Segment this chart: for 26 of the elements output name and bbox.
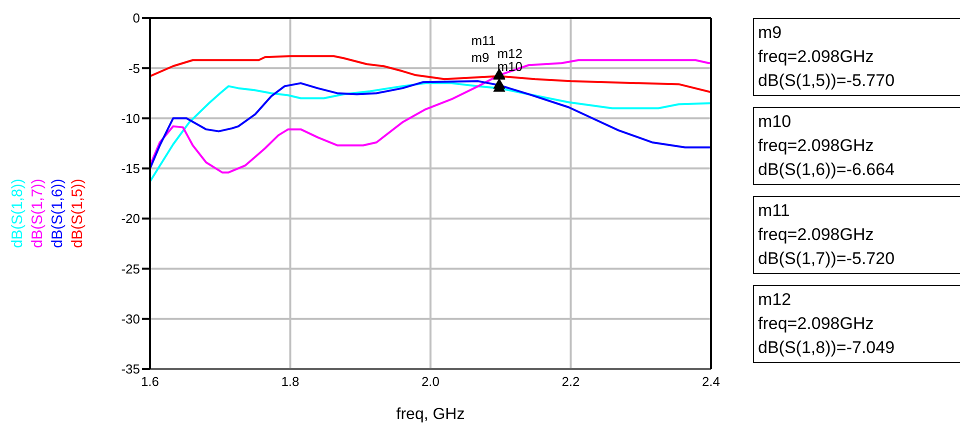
y-tick-label: -10	[121, 110, 140, 126]
text: dB(S(1,8))	[8, 178, 27, 248]
data-label: m10	[497, 59, 523, 74]
text: m9 freq=2.098GHz dB(S(1,5))=-5.770	[753, 18, 960, 96]
text: dB(S(1,6))	[48, 178, 67, 248]
y-tick-label: -35	[121, 362, 140, 377]
text: m10 freq=2.098GHz dB(S(1,6))=-6.664	[753, 107, 960, 185]
x-tick-label: 1.8	[281, 374, 300, 390]
text: dB(S(1,7))	[28, 178, 47, 248]
data-label: m9	[471, 50, 490, 66]
y-tick-label: -20	[121, 211, 140, 226]
text: m11 freq=2.098GHz dB(S(1,7))=-5.720	[753, 196, 960, 274]
text: m12 freq=2.098GHz dB(S(1,8))=-7.049	[753, 285, 960, 363]
y-tick-label: -15	[121, 161, 140, 176]
data-label: m11	[471, 33, 496, 48]
data-label: m12	[497, 46, 523, 62]
x-axis-title: freq, GHz	[396, 406, 465, 423]
x-tick-label: 2.2	[562, 374, 580, 390]
x-tick-label: 2.0	[421, 374, 440, 390]
y-tick-label: -30	[121, 311, 140, 326]
y-tick-label: 0	[132, 10, 140, 26]
y-tick-label: -25	[121, 261, 140, 276]
x-tick-label: 2.4	[702, 374, 720, 390]
x-tick-label: 1.6	[140, 374, 160, 390]
text: dB(S(1,5))	[68, 178, 87, 248]
y-tick-label: -5	[128, 60, 140, 76]
